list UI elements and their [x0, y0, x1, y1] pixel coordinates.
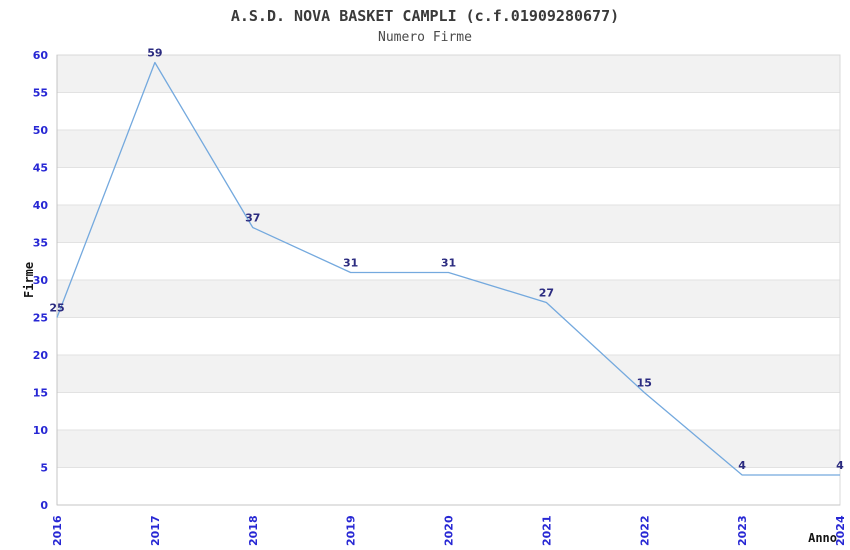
y-tick-label: 45 — [33, 162, 48, 175]
point-label: 31 — [343, 257, 358, 270]
point-label: 31 — [441, 257, 456, 270]
chart-title: A.S.D. NOVA BASKET CAMPLI (c.f.019092806… — [231, 7, 619, 25]
grid-band — [57, 430, 840, 468]
y-tick-label: 35 — [33, 237, 48, 250]
plot-area: 0 5 10 15 20 25 30 35 40 45 50 55 60 2016 2017 2018 2019… — [33, 47, 847, 547]
y-tick-label: 60 — [33, 49, 49, 62]
y-axis-title: Firme — [22, 262, 36, 298]
y-tick-label: 50 — [33, 124, 49, 137]
y-tick-label: 25 — [33, 312, 48, 325]
x-tick-label: 2021 — [540, 515, 553, 546]
x-axis-title: Anno — [808, 531, 837, 545]
x-tick-label: 2020 — [443, 515, 456, 546]
x-tick-label: 2019 — [345, 515, 358, 546]
y-tick-label: 40 — [33, 199, 49, 212]
y-tick-label: 55 — [33, 87, 48, 100]
y-tick-label: 0 — [40, 499, 48, 512]
point-label: 4 — [738, 459, 746, 472]
series-line — [56, 61, 840, 476]
point-label: 15 — [637, 377, 652, 390]
grid-band — [57, 280, 840, 318]
point-label: 27 — [539, 287, 554, 300]
point-label: 59 — [147, 47, 162, 60]
chart-subtitle: Numero Firme — [378, 30, 472, 45]
point-label: 25 — [49, 302, 64, 315]
point-label: 4 — [836, 459, 844, 472]
x-tick-label: 2017 — [149, 515, 162, 546]
y-tick-label: 10 — [33, 424, 49, 437]
x-tick-label: 2023 — [736, 515, 749, 546]
y-tick-label: 30 — [33, 274, 49, 287]
grid-band — [57, 355, 840, 393]
y-tick-label: 20 — [33, 349, 49, 362]
y-tick-label: 15 — [33, 387, 48, 400]
point-label: 37 — [245, 212, 260, 225]
grid-band — [57, 130, 840, 168]
y-tick-label: 5 — [40, 462, 48, 475]
x-tick-label: 2022 — [638, 515, 651, 546]
x-tick-label: 2016 — [51, 515, 64, 546]
grid-band — [57, 55, 840, 93]
grid-band — [57, 205, 840, 243]
x-tick-label: 2018 — [247, 515, 260, 546]
x-tick-label: 2024 — [834, 515, 847, 546]
